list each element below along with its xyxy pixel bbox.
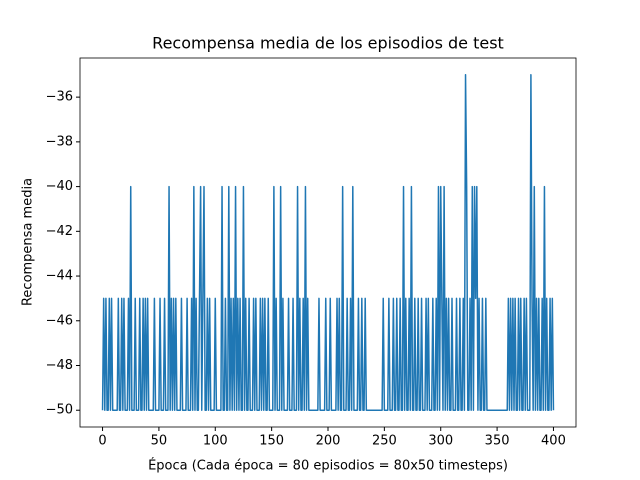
x-tick-label: 200	[316, 434, 341, 449]
y-tick-label: −42	[46, 224, 73, 239]
data-line	[101, 74, 555, 411]
y-axis-label: Recompensa media	[21, 178, 36, 306]
y-tick-label: −38	[46, 134, 73, 149]
y-tick-label: −40	[46, 179, 73, 194]
x-tick-label: 350	[485, 434, 510, 449]
x-tick-label: 50	[151, 434, 168, 449]
axes-frame	[79, 57, 577, 428]
x-tick-label: 400	[541, 434, 566, 449]
x-tick-label: 100	[203, 434, 228, 449]
x-tick-label: 300	[428, 434, 453, 449]
x-axis-label: Época (Cada época = 80 episodios = 80x50…	[148, 458, 508, 474]
y-tick-label: −44	[46, 269, 73, 284]
y-tick-label: −36	[46, 90, 73, 105]
y-tick-label: −48	[46, 358, 73, 373]
y-tick-label: −50	[46, 403, 73, 418]
y-tick-label: −46	[46, 313, 73, 328]
x-tick-label: 250	[372, 434, 397, 449]
x-tick-label: 0	[98, 434, 106, 449]
chart-title: Recompensa media de los episodios de tes…	[152, 34, 504, 53]
x-tick-label: 150	[259, 434, 284, 449]
